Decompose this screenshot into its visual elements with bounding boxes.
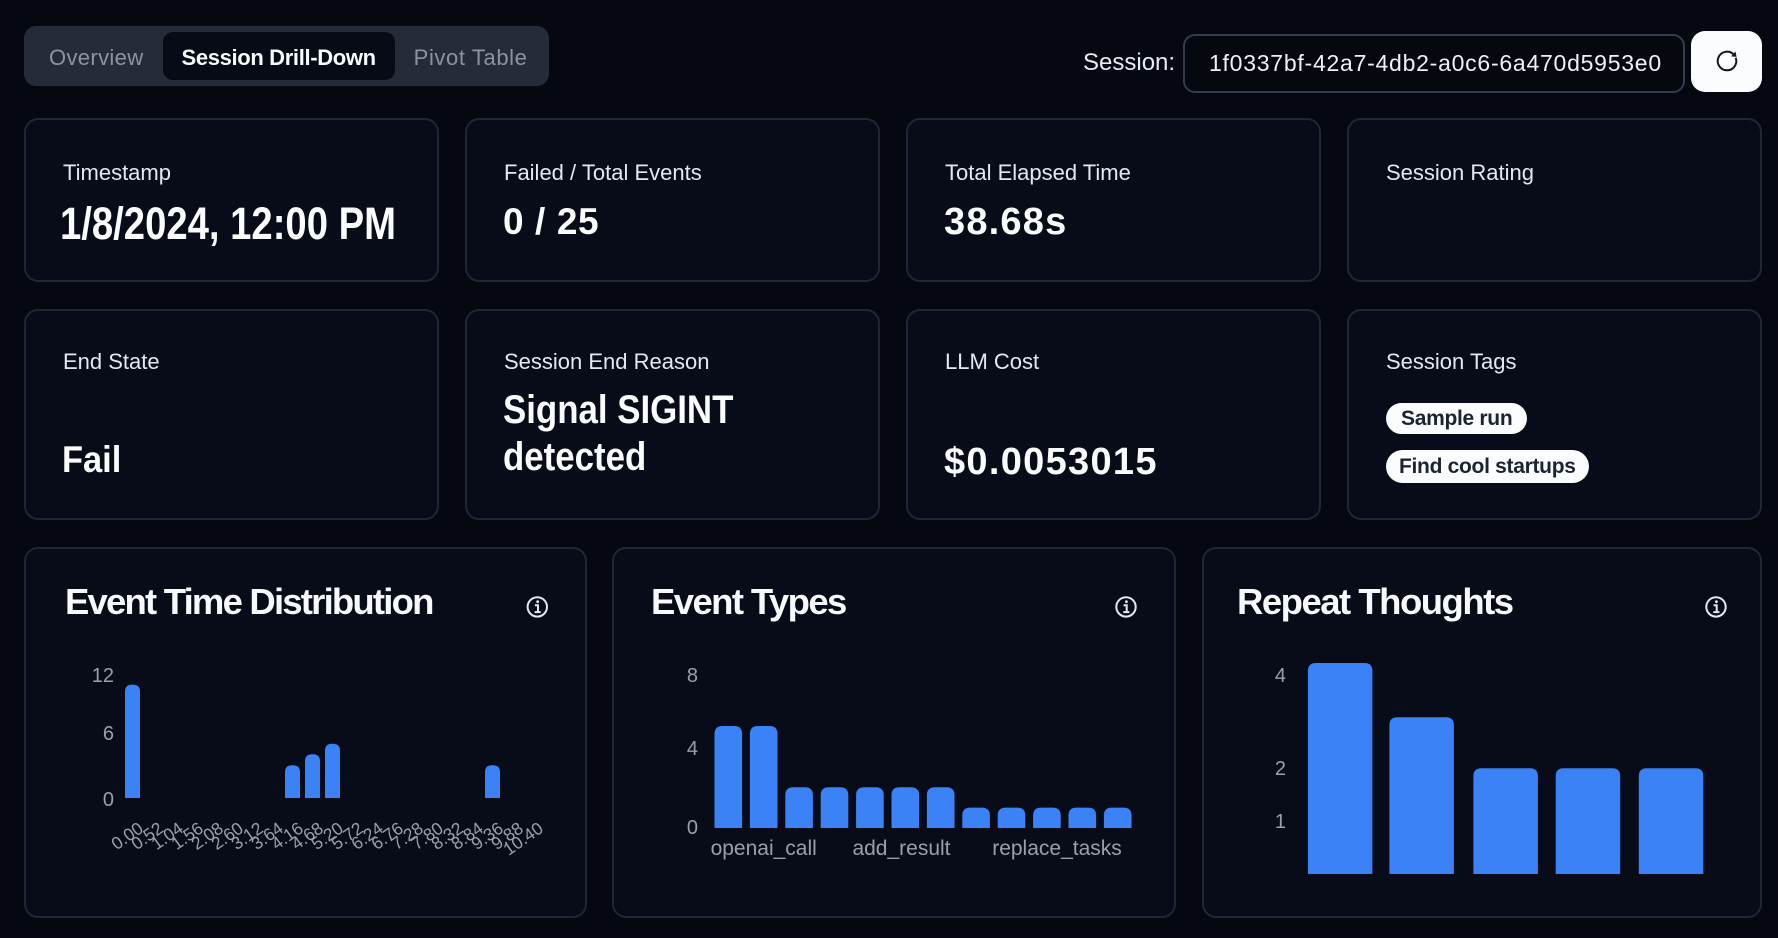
svg-text:add_result: add_result: [852, 837, 950, 860]
svg-text:8: 8: [687, 665, 698, 687]
svg-text:6: 6: [103, 723, 114, 745]
svg-text:1: 1: [1275, 811, 1286, 833]
svg-text:0: 0: [687, 817, 698, 839]
svg-text:12: 12: [92, 665, 114, 687]
svg-text:openai_call: openai_call: [711, 837, 817, 860]
svg-text:4: 4: [687, 738, 698, 760]
svg-text:replace_tasks: replace_tasks: [992, 837, 1122, 860]
svg-text:2: 2: [1275, 758, 1286, 780]
svg-text:4: 4: [1275, 665, 1286, 687]
svg-text:0: 0: [103, 789, 114, 811]
